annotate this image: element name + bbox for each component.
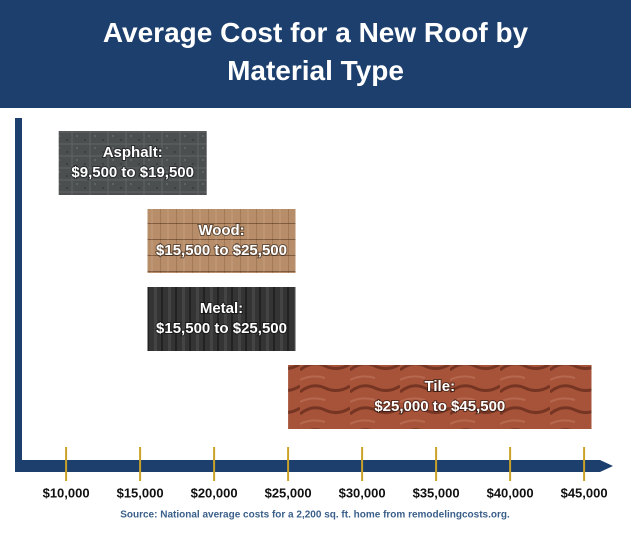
x-tick-label: $20,000	[191, 485, 238, 500]
x-tick-label: $35,000	[413, 485, 460, 500]
x-tick-label: $15,000	[117, 485, 164, 500]
y-axis	[15, 118, 22, 468]
source: Source: National average costs for a 2,2…	[120, 510, 510, 521]
texture	[58, 131, 207, 195]
category-label: Wood:	[198, 222, 244, 239]
value-label: $25,000 to $45,500	[374, 398, 505, 415]
texture	[147, 287, 296, 351]
header	[0, 0, 631, 108]
category-label: Metal:	[200, 300, 243, 317]
x-tick-label: $10,000	[43, 485, 90, 500]
x-tick-label: $25,000	[265, 485, 312, 500]
value-label: $9,500 to $19,500	[71, 164, 194, 181]
chart-title: Average Cost for a New Roof by Material …	[102, 17, 529, 86]
x-tick-label: $40,000	[487, 485, 534, 500]
texture	[147, 209, 296, 273]
category-label: Tile:	[425, 378, 456, 395]
texture	[288, 365, 592, 429]
x-axis	[15, 460, 613, 472]
x-tick-label: $45,000	[561, 485, 608, 500]
x-tick-label: $30,000	[339, 485, 386, 500]
value-label: $15,500 to $25,500	[156, 242, 287, 259]
category-label: Asphalt:	[103, 144, 163, 161]
value-label: $15,500 to $25,500	[156, 320, 287, 337]
